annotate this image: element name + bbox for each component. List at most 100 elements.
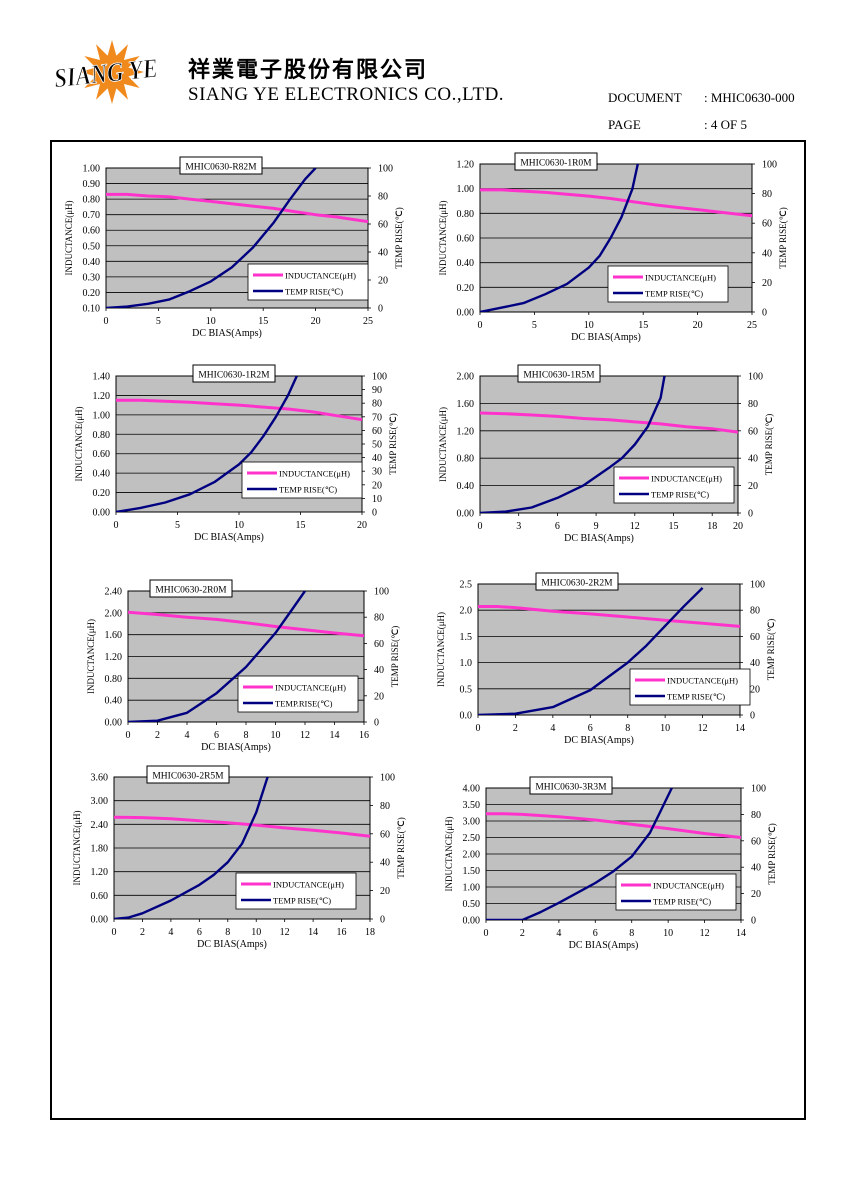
y-tick-label: 0.20 — [93, 488, 111, 499]
y2-tick-label: 80 — [372, 399, 382, 410]
y2-tick-label: 20 — [372, 480, 382, 491]
y2-tick-label: 60 — [380, 829, 390, 840]
x-tick-label: 18 — [707, 521, 717, 532]
chart-2: 0.000.200.400.600.801.001.20020406080100… — [438, 152, 788, 343]
inductance-line — [128, 610, 364, 638]
y-tick-label: 2.00 — [105, 608, 123, 619]
y2-axis-title: TEMP RISE(℃) — [764, 414, 774, 476]
y-tick-label: 0.00 — [457, 509, 475, 520]
y2-tick-label: 20 — [374, 691, 384, 702]
temp-rise-line — [116, 376, 298, 512]
y2-tick-label: 30 — [372, 467, 382, 478]
legend-temp-label: TEMP RISE(℃) — [273, 896, 331, 906]
legend-temp-label: TEMP.RISE(℃) — [275, 699, 333, 709]
y2-tick-label: 80 — [378, 192, 388, 203]
y2-tick-label: 100 — [380, 773, 395, 784]
y-tick-label: 0.0 — [460, 711, 473, 722]
content-frame — [50, 140, 806, 1120]
y-tick-label: 0.80 — [83, 195, 101, 206]
chart-title: MHIC0630-1R5M — [523, 371, 595, 381]
x-tick-label: 6 — [197, 927, 202, 938]
y-tick-label: 0.60 — [83, 226, 101, 237]
x-tick-label: 15 — [258, 316, 268, 327]
y2-tick-label: 40 — [750, 658, 760, 669]
legend-box — [607, 265, 729, 303]
x-tick-label: 15 — [669, 521, 679, 532]
chart-title-box — [517, 364, 601, 383]
y-axis-title: INDUCTANCE(μH) — [64, 200, 74, 275]
x-tick-label: 8 — [244, 730, 249, 741]
inductance-line — [478, 605, 740, 628]
legend-temp-label: TEMP RISE(℃) — [651, 490, 709, 500]
y-tick-label: 1.00 — [457, 184, 475, 195]
chart-title-box — [529, 776, 613, 795]
y2-tick-label: 10 — [372, 494, 382, 505]
x-tick-label: 25 — [747, 320, 757, 331]
y2-tick-label: 90 — [372, 385, 382, 396]
y-tick-label: 1.0 — [460, 658, 473, 669]
x-tick-label: 4 — [556, 928, 561, 939]
x-tick-label: 10 — [234, 520, 244, 531]
y2-tick-label: 100 — [372, 372, 387, 383]
y2-tick-label: 80 — [374, 613, 384, 624]
x-tick-label: 4 — [185, 730, 190, 741]
y-tick-label: 0.5 — [460, 684, 473, 695]
x-tick-label: 15 — [638, 320, 648, 331]
temp-rise-line — [478, 587, 704, 715]
inductance-line — [114, 815, 370, 838]
legend-inductance-label: INDUCTANCE(μH) — [653, 881, 724, 891]
x-tick-label: 5 — [175, 520, 180, 531]
page-label: PAGE — [608, 117, 641, 132]
legend-temp-label: TEMP RISE(℃) — [653, 897, 711, 907]
y-tick-label: 1.50 — [463, 866, 481, 877]
x-tick-label: 14 — [308, 927, 318, 938]
legend-inductance-label: INDUCTANCE(μH) — [651, 474, 722, 484]
y2-tick-label: 40 — [372, 453, 382, 464]
x-tick-label: 6 — [588, 723, 593, 734]
x-tick-label: 6 — [214, 730, 219, 741]
page-row: PAGE: 4 OF 5 — [608, 117, 747, 133]
x-tick-label: 20 — [733, 521, 743, 532]
temp-rise-line — [106, 168, 317, 308]
x-tick-label: 2 — [155, 730, 160, 741]
temp-rise-line — [114, 777, 269, 919]
y2-tick-label: 0 — [374, 718, 379, 729]
y-tick-label: 1.20 — [457, 160, 475, 171]
y-tick-label: 0.00 — [105, 718, 123, 729]
chart-5: 0.000.400.801.201.602.002.40020406080100… — [86, 579, 400, 753]
siang-ye-logo: SIANG YE — [52, 40, 160, 104]
y-axis-title: INDUCTANCE(μH) — [436, 612, 446, 687]
y-tick-label: 1.20 — [105, 652, 123, 663]
x-tick-label: 10 — [584, 320, 594, 331]
y2-tick-label: 40 — [762, 248, 772, 259]
y2-tick-label: 60 — [762, 219, 772, 230]
x-tick-label: 14 — [736, 928, 746, 939]
chart-8: 0.000.501.001.502.002.503.003.504.000204… — [444, 776, 777, 951]
y2-tick-label: 60 — [751, 836, 761, 847]
x-tick-label: 18 — [365, 927, 375, 938]
x-tick-label: 16 — [337, 927, 347, 938]
y2-tick-label: 0 — [748, 509, 753, 520]
x-tick-label: 10 — [271, 730, 281, 741]
x-axis-title: DC BIAS(Amps) — [201, 742, 271, 753]
y2-tick-label: 100 — [378, 164, 393, 175]
x-tick-label: 10 — [251, 927, 261, 938]
y2-tick-label: 0 — [750, 711, 755, 722]
y2-tick-label: 0 — [378, 304, 383, 315]
x-axis-title: DC BIAS(Amps) — [564, 735, 634, 746]
y2-tick-label: 0 — [751, 916, 756, 927]
x-tick-label: 9 — [594, 521, 599, 532]
y2-tick-label: 40 — [374, 665, 384, 676]
y-tick-label: 2.0 — [460, 606, 473, 617]
x-tick-label: 10 — [206, 316, 216, 327]
y-tick-label: 1.20 — [93, 391, 111, 402]
y-tick-label: 0.20 — [457, 283, 475, 294]
company-name-chinese: 祥業電子股份有限公司 — [188, 58, 429, 83]
y2-tick-label: 100 — [750, 580, 765, 591]
y-tick-label: 1.40 — [93, 372, 111, 383]
legend-inductance-label: INDUCTANCE(μH) — [273, 880, 344, 890]
y-tick-label: 0.50 — [83, 241, 101, 252]
chart-title-box — [514, 152, 598, 171]
x-tick-label: 15 — [296, 520, 306, 531]
x-axis-title: DC BIAS(Amps) — [569, 940, 639, 951]
